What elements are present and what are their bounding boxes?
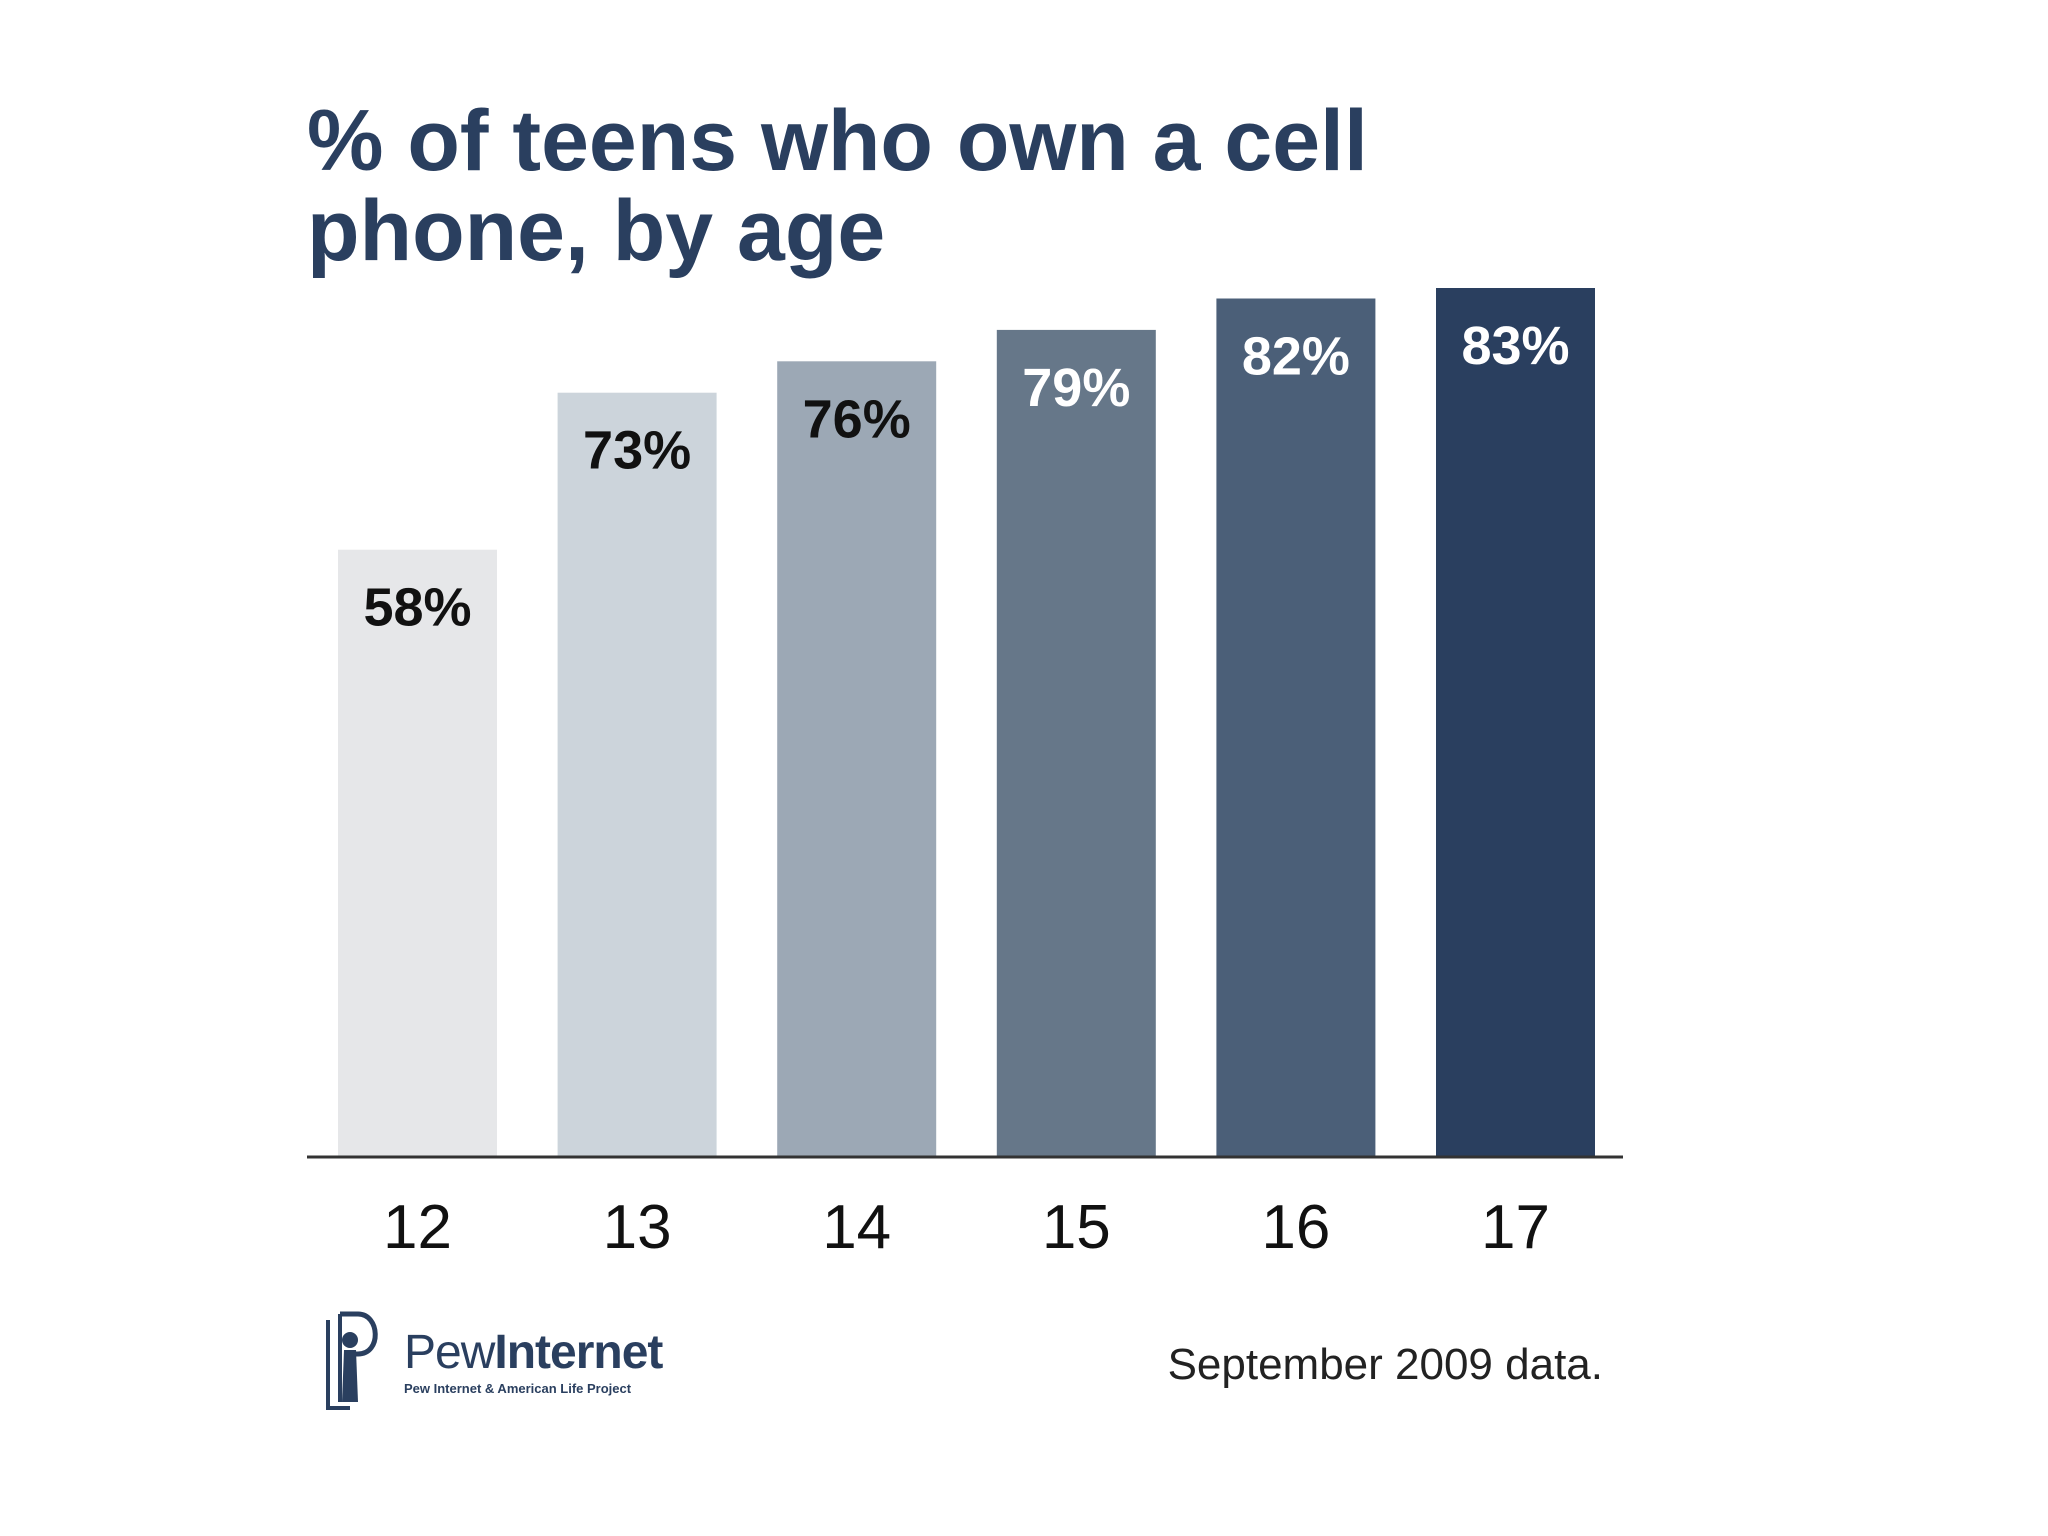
bar-age-17 bbox=[1436, 288, 1595, 1157]
value-label-age-12: 58% bbox=[363, 578, 471, 638]
logo-name: PewInternet bbox=[404, 1326, 663, 1379]
x-tick-label-13: 13 bbox=[603, 1193, 672, 1262]
bars-group bbox=[338, 288, 1595, 1157]
x-tick-label-16: 16 bbox=[1261, 1193, 1330, 1262]
x-tick-label-12: 12 bbox=[383, 1193, 452, 1262]
value-label-age-16: 82% bbox=[1242, 327, 1350, 387]
logo-word-pew: Pew bbox=[404, 1326, 495, 1379]
logo-tagline: Pew Internet & American Life Project bbox=[404, 1381, 632, 1396]
value-labels-group: 58% 73% 76% 79% 82% 83% bbox=[363, 316, 1569, 638]
bar-age-14 bbox=[777, 361, 937, 1157]
pew-logo-mark-icon bbox=[326, 1311, 378, 1410]
value-label-age-13: 73% bbox=[583, 421, 691, 481]
logo-word-internet: Internet bbox=[494, 1326, 663, 1379]
x-tick-label-14: 14 bbox=[822, 1193, 891, 1262]
pew-internet-logo: PewInternet Pew Internet & American Life… bbox=[320, 1310, 663, 1414]
value-label-age-15: 79% bbox=[1022, 358, 1130, 418]
bar-age-12 bbox=[338, 549, 497, 1157]
chart-title: % of teens who own a cell phone, by age bbox=[307, 96, 1507, 276]
bar-age-13 bbox=[557, 392, 717, 1157]
value-label-age-14: 76% bbox=[803, 389, 911, 449]
data-date-note: September 2009 data. bbox=[1167, 1340, 1603, 1389]
chart-title-line-2: phone, by age bbox=[307, 183, 886, 279]
chart-title-line-1: % of teens who own a cell bbox=[307, 93, 1368, 189]
tick-labels-group: 12 13 14 15 16 17 bbox=[383, 1193, 1550, 1262]
value-label-age-17: 83% bbox=[1461, 316, 1569, 376]
x-tick-label-15: 15 bbox=[1042, 1193, 1111, 1262]
x-tick-label-17: 17 bbox=[1481, 1193, 1550, 1262]
bar-age-16 bbox=[1216, 298, 1376, 1157]
bar-age-15 bbox=[996, 329, 1156, 1157]
